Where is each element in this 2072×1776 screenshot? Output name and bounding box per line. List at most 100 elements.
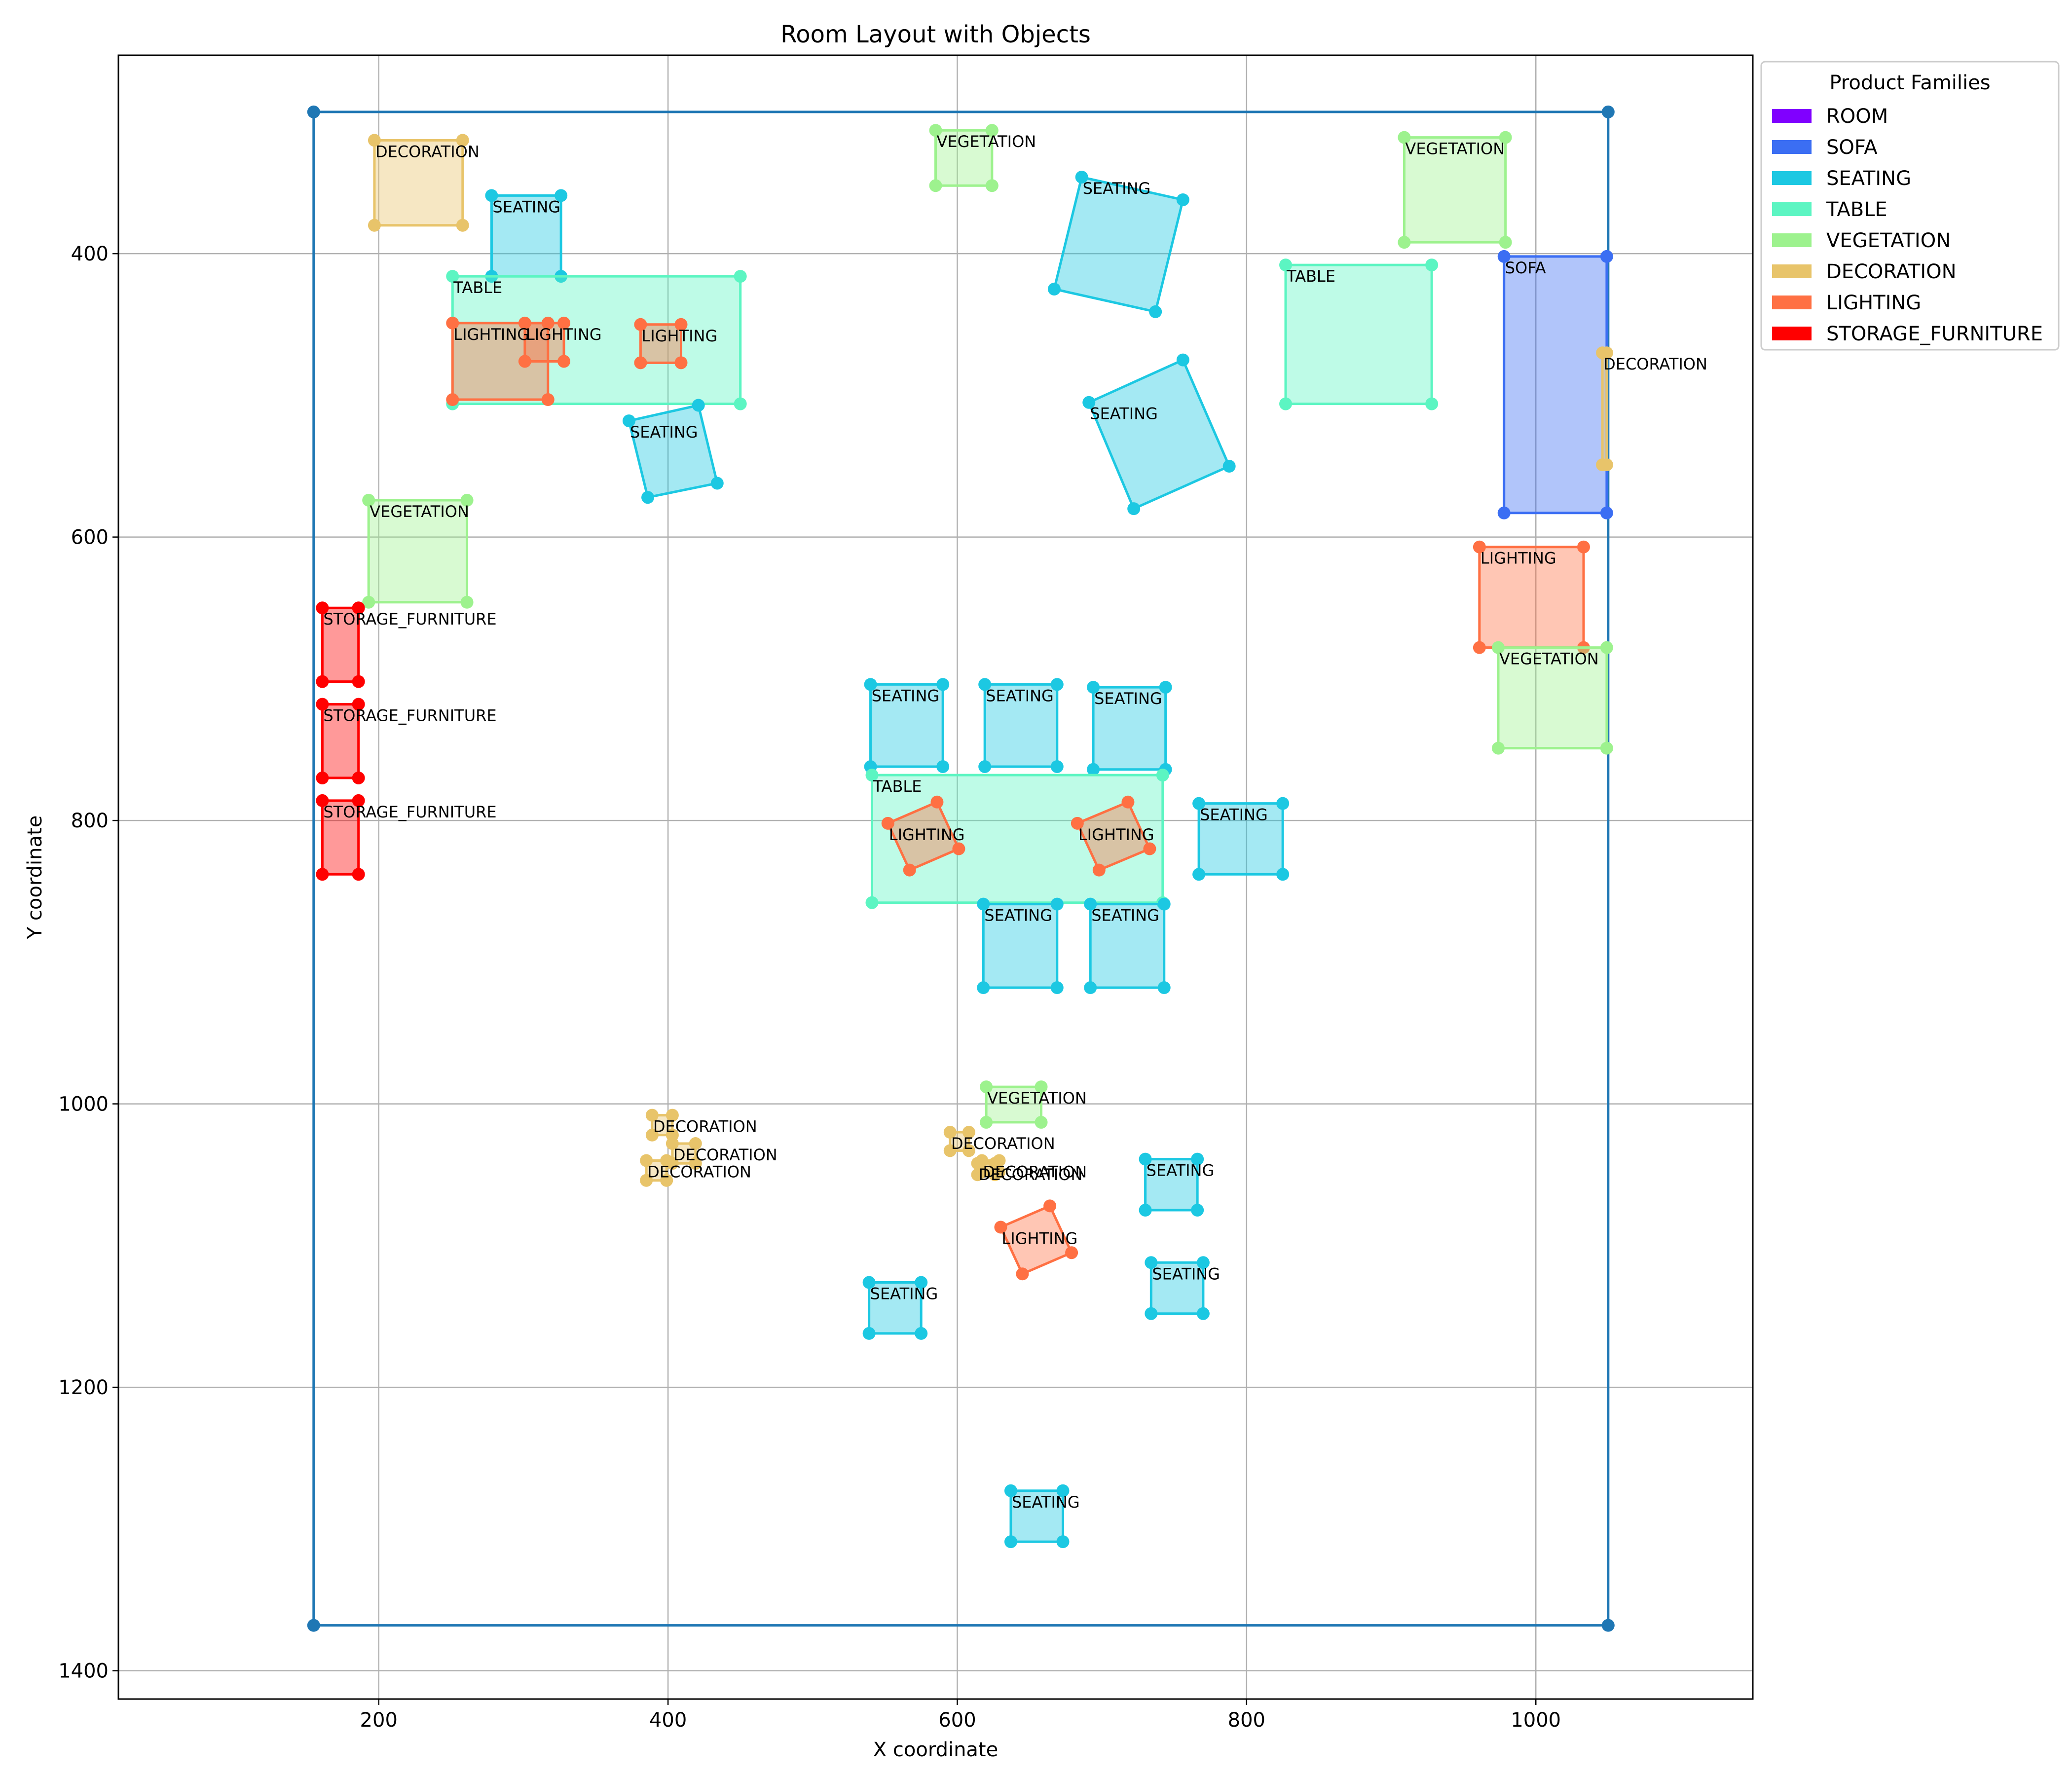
legend-entry-label: SEATING [1826,167,1911,190]
object-corner-point [1222,460,1236,473]
legend-entry-label: TABLE [1826,198,1887,221]
object-corner-point [1084,897,1097,911]
object-corner-point [978,678,992,691]
legend: Product Families ROOM SOFA SEATING TABLE VEG… [1760,61,2060,351]
object-corner-point [1047,282,1061,296]
object-label: SEATING [872,686,940,705]
object-corner-point [734,397,747,410]
object-corner-point [1499,236,1512,249]
y-tick-label: 800 [71,810,109,832]
object-corner-point [1192,868,1206,881]
object-corner-point [943,1126,957,1139]
object-corner-point [1425,259,1439,272]
object-label: DECORATION [653,1117,757,1136]
legend-swatch [1772,109,1812,123]
object-corner-point [1596,458,1609,472]
object-corner-point [962,1126,975,1139]
object-corner-point [864,678,877,691]
legend-swatch [1772,327,1812,340]
object-label: TABLE [872,777,922,796]
object-label: STORAGE_FURNITURE [323,610,496,629]
object-corner-point [977,897,990,911]
room-corner-point [307,105,320,118]
object-corner-point [1176,193,1189,206]
object-label: LIGHTING [1480,549,1556,568]
object-corner-point [368,134,381,147]
object-label: SEATING [1012,1493,1080,1512]
object-corner-point [456,134,469,147]
legend-entry-label: DECORATION [1826,260,1957,283]
legend-entry-label: VEGETATION [1826,229,1951,252]
object-corner-point [446,393,459,406]
x-tick-label: 600 [938,1709,976,1732]
object-corner-point [362,493,375,507]
object-corner-point [862,1327,876,1340]
object-corner-point [316,771,329,784]
object-corner-point [1050,678,1064,691]
object-corner-point [1149,305,1162,318]
object-corner-point [674,318,688,331]
object-corner-point [943,1144,957,1157]
object-corner-point [660,1154,673,1167]
object-corner-point [666,1137,679,1150]
object-corner-point [980,1080,993,1094]
object-label: SEATING [1090,405,1158,423]
object-corner-point [622,414,635,428]
object-label: LIGHTING [1001,1229,1077,1248]
object-corner-point [352,698,365,711]
object-corner-point [710,477,724,490]
room-corner-point [307,1619,320,1632]
object-corner-point [881,816,894,830]
object-corner-point [634,318,647,331]
legend-swatch [1772,296,1812,309]
object-corner-point [634,356,647,370]
object-corner-point [971,1168,984,1182]
object-corner-point [446,316,459,330]
object-corner-point [978,760,992,773]
object-label: SEATING [492,197,560,216]
object-corner-point [1043,1199,1057,1213]
object-label: DECORATION [673,1146,777,1164]
object-label: DECORATION [1603,355,1707,373]
object-corner-point [985,124,999,137]
object-corner-point [903,863,916,877]
object-corner-point [865,769,879,782]
object-corner-point [929,124,942,137]
object-corner-point [1056,1535,1070,1549]
x-tick-label: 200 [360,1709,398,1732]
object-label: DECORATION [983,1162,1087,1181]
object-corner-point [1082,396,1096,409]
object-label: SEATING [870,1285,938,1303]
object-corner-point [555,189,568,202]
object-corner-point [1600,741,1613,755]
object-corner-point [1139,1204,1152,1217]
object-corner-point [936,760,950,773]
object-corner-point [660,1174,673,1187]
object-corner-point [352,675,365,688]
object-corner-point [1473,641,1486,654]
legend-swatch [1772,202,1812,216]
object-corner-point [674,356,688,370]
object-corner-point [1145,1307,1158,1320]
object-label: SEATING [1083,179,1151,198]
object-corner-point [988,1157,1001,1170]
object-corner-point [1139,1152,1152,1166]
object-corner-point [352,601,365,615]
object-corner-point [1191,1204,1204,1217]
object-corner-point [541,393,555,406]
object-corner-point [1156,769,1169,782]
object-label: LIGHTING [641,327,717,345]
object-label: VEGETATION [987,1089,1087,1108]
object-corner-point [641,491,655,504]
object-corner-point [316,698,329,711]
object-corner-point [1159,681,1172,694]
object-label: LIGHTING [1078,825,1154,844]
object-corner-point [962,1144,975,1157]
object-corner-point [915,1276,928,1289]
object-corner-point [557,316,571,330]
object-corner-point [1004,1484,1017,1497]
object-label: LIGHTING [889,825,965,844]
object-corner-point [1276,868,1290,881]
